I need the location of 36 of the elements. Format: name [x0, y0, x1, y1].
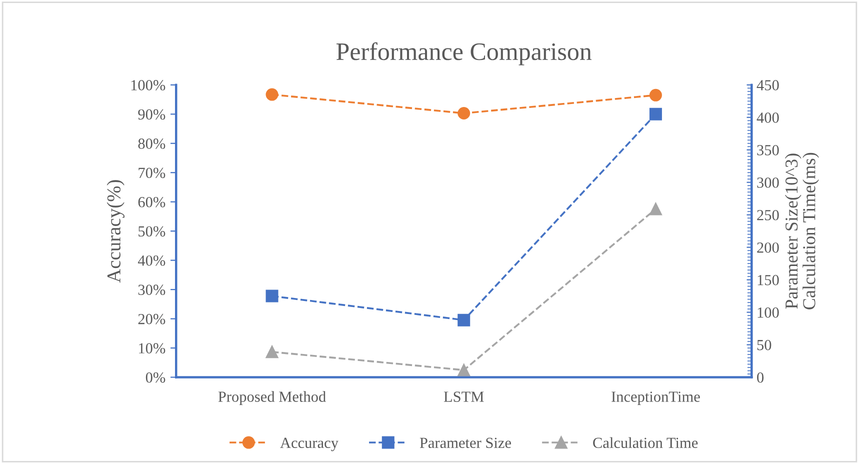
y-tick-label: 40%	[138, 255, 166, 266]
y-tick-label: 90%	[138, 109, 166, 120]
point	[266, 290, 278, 302]
y2-axis-title: Parameter Size(10^3) Calculation Time(ms)	[784, 152, 819, 310]
legend-label: Accuracy	[280, 438, 338, 452]
y-axis-title: Accuracy(%)	[106, 180, 124, 283]
y-tick-label: 100%	[131, 80, 166, 90]
y-tick-label: 60%	[138, 196, 166, 208]
point	[649, 202, 662, 216]
legend-label: Calculation Time	[593, 437, 698, 448]
y-tick-label: 10%	[139, 343, 166, 354]
y2-tick-label: 50	[757, 340, 772, 350]
y-tick-label: 80%	[138, 138, 166, 149]
point	[458, 364, 470, 376]
point	[266, 346, 278, 358]
y2-tick-label: 450	[756, 80, 779, 90]
y-tick-label: 20%	[138, 314, 166, 324]
point	[458, 314, 470, 326]
y2-tick-label: 0	[757, 372, 764, 383]
y2-tick-label: 400	[756, 112, 779, 123]
chart-title: Performance Comparison	[336, 42, 592, 66]
y2-tick-label: 100	[758, 307, 779, 318]
legend-label: Parameter Size	[420, 438, 511, 448]
y2-tick-label: 350	[757, 145, 779, 156]
y-tick-label: 30%	[138, 284, 166, 296]
y-tick-label: 0%	[146, 372, 166, 383]
y2-tick-label: 300	[757, 177, 779, 188]
y2-tick-label: 200	[757, 242, 779, 253]
y2-tick-label: 250	[757, 210, 779, 220]
x-tick-label: Proposed Method	[218, 391, 326, 405]
y-tick-label: 70%	[138, 168, 166, 178]
x-tick-label: LSTM	[444, 392, 484, 402]
y-tick-label: 50%	[138, 226, 166, 237]
x-tick-label: InceptionTime	[612, 392, 700, 405]
y2-tick-label: 150	[758, 274, 779, 286]
point	[649, 108, 662, 120]
